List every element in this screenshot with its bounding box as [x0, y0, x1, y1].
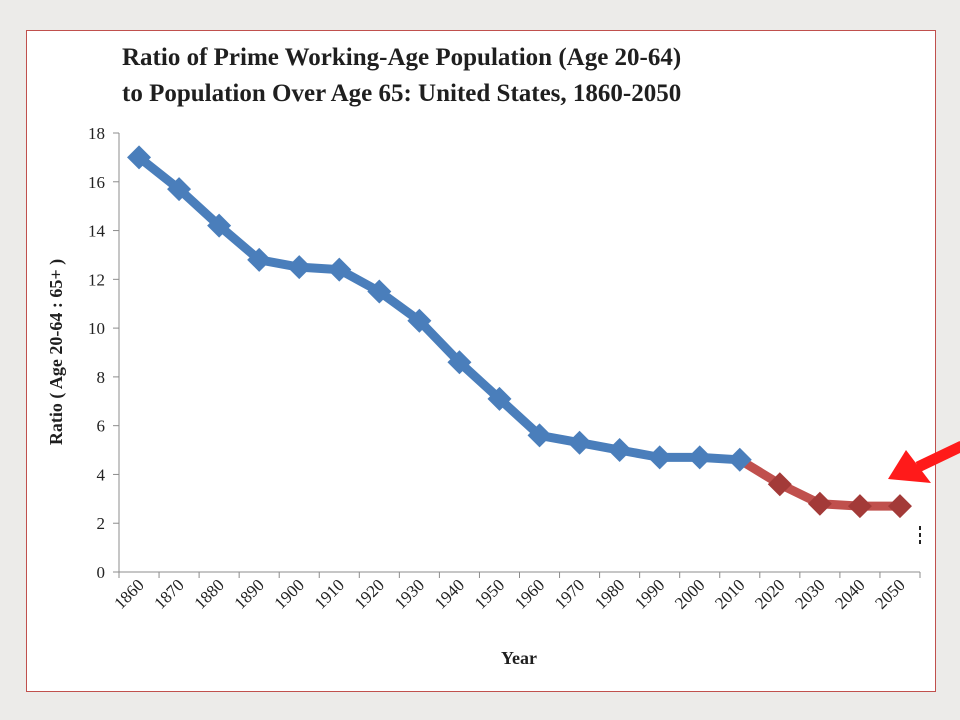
series-1-point — [607, 438, 632, 463]
red-arrow-icon — [888, 441, 960, 483]
y-tick-label: 4 — [97, 465, 106, 484]
series-1-point — [327, 257, 352, 282]
x-tick-label: 1920 — [351, 575, 388, 612]
x-tick-label: 2020 — [751, 575, 788, 612]
x-tick-label: 1940 — [431, 575, 468, 612]
x-tick-label: 1900 — [271, 575, 308, 612]
series-1-point — [247, 247, 272, 272]
y-tick-label: 8 — [97, 368, 106, 387]
series-1-point — [167, 177, 192, 202]
y-axis-title: Ratio ( Age 20-64 : 65+ ) — [46, 259, 67, 445]
series-1-point — [687, 445, 712, 470]
series-2-point — [847, 494, 872, 519]
series-layer — [127, 145, 921, 545]
series-1-point — [567, 430, 592, 455]
series-2-point — [887, 494, 912, 519]
chart-frame — [26, 30, 936, 692]
x-tick-label: 2030 — [791, 575, 828, 612]
x-tick-label: 2040 — [831, 575, 868, 612]
series-1-line — [134, 152, 745, 465]
series-1-point — [127, 145, 152, 170]
x-tick-label: 1930 — [391, 575, 428, 612]
x-tick-label: 1870 — [150, 575, 187, 612]
series-1-point — [487, 386, 512, 411]
x-tick-label: 1910 — [311, 575, 348, 612]
x-tick-label: 1980 — [591, 575, 628, 612]
x-tick-label: 2010 — [711, 575, 748, 612]
x-tick-label: 2050 — [871, 575, 908, 612]
y-tick-label: 2 — [97, 514, 106, 533]
series-1-point — [207, 213, 232, 238]
series-1-point — [727, 447, 752, 472]
y-tick-label: 6 — [97, 417, 106, 436]
y-tick-label: 18 — [88, 124, 105, 143]
series-1-point — [527, 423, 552, 448]
series-1-point — [407, 308, 432, 333]
series-2-point — [807, 491, 832, 516]
x-tick-label: 1880 — [190, 575, 227, 612]
arrow-shaft — [915, 441, 960, 472]
series-1-point — [287, 255, 312, 280]
x-tick-label: 1950 — [471, 575, 508, 612]
y-tick-label: 14 — [88, 222, 106, 241]
x-tick-label: 1890 — [231, 575, 268, 612]
chart-title-line-2: to Population Over Age 65: United States… — [122, 80, 682, 107]
x-tick-label: 2000 — [671, 575, 708, 612]
series-1-point — [647, 445, 672, 470]
series-2-point — [767, 472, 792, 497]
arrow-head — [888, 450, 931, 483]
x-tick-label: 1860 — [110, 575, 147, 612]
y-tick-label: 16 — [88, 173, 105, 192]
chart-title-line-1: Ratio of Prime Working-Age Population (A… — [122, 44, 682, 71]
y-tick-label: 0 — [97, 563, 106, 582]
y-tick-label: 12 — [88, 270, 105, 289]
x-axis-title: Year — [501, 648, 537, 668]
x-tick-label: 1970 — [551, 575, 588, 612]
series-1-point — [367, 279, 392, 304]
x-tick-label: 1960 — [511, 575, 548, 612]
series-1-point — [447, 350, 472, 375]
x-tick-label: 1990 — [631, 575, 668, 612]
y-tick-label: 10 — [88, 319, 105, 338]
